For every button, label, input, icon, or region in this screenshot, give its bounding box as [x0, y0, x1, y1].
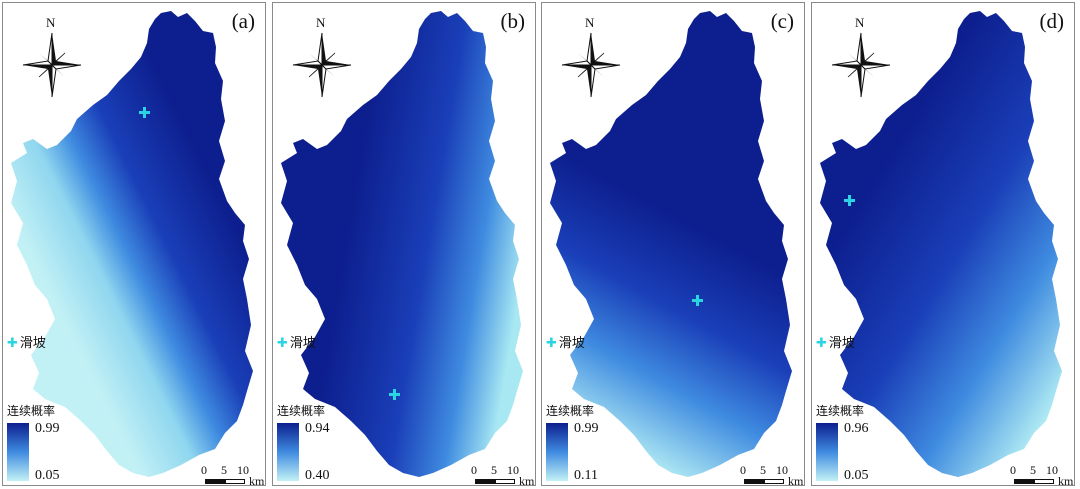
color-ramp	[816, 423, 838, 481]
scale-tick-0: 0	[1010, 463, 1016, 477]
north-arrow-icon: N	[21, 15, 83, 101]
landslide-legend: ✚ 滑坡	[546, 332, 585, 351]
north-label: N	[46, 15, 56, 30]
scale-tick-5: 5	[491, 463, 497, 477]
probability-map	[11, 11, 253, 477]
landslide-site-marker	[389, 389, 400, 400]
legend-min-value: 0.11	[574, 468, 598, 483]
legend-title: 连续概率	[277, 404, 326, 418]
panel-label: (c)	[770, 9, 794, 33]
color-ramp	[277, 423, 299, 481]
north-label: N	[855, 15, 865, 30]
scale-tick-0: 0	[471, 463, 477, 477]
panel-label: (b)	[500, 9, 526, 33]
north-arrow-icon: N	[291, 15, 353, 101]
scale-tick-10: 10	[1046, 463, 1058, 477]
landslide-site-marker	[844, 195, 855, 206]
scale-tick-10: 10	[507, 463, 519, 477]
legend-min-value: 0.05	[35, 468, 60, 483]
scale-bar: 0 5 10 km	[740, 463, 804, 486]
map-panel-d: (d) N ✚ 滑坡 连续概率 0.96 0.05 0 5 10 km	[811, 2, 1075, 486]
legend-title: 连续概率	[816, 404, 865, 418]
landslide-symbol-icon: ✚	[816, 336, 827, 351]
scale-bar: 0 5 10 km	[471, 463, 535, 486]
landslide-legend-label: 滑坡	[558, 336, 585, 351]
scale-unit: km	[519, 474, 535, 486]
north-label: N	[585, 15, 595, 30]
landslide-symbol-icon: ✚	[277, 336, 288, 351]
legend-title: 连续概率	[7, 404, 56, 418]
landslide-site-marker	[139, 107, 150, 118]
north-arrow-icon: N	[560, 15, 622, 101]
landslide-legend: ✚ 滑坡	[816, 332, 855, 351]
scale-tick-10: 10	[776, 463, 788, 477]
north-label: N	[316, 15, 326, 30]
landslide-legend-label: 滑坡	[828, 336, 855, 351]
scale-tick-10: 10	[237, 463, 249, 477]
scale-unit: km	[788, 474, 804, 486]
scale-bar: 0 5 10 km	[1010, 463, 1074, 486]
map-panel-c: (c) N ✚ 滑坡 连续概率 0.99 0.11 0 5 10 km	[541, 2, 805, 486]
landslide-site-marker	[692, 295, 703, 306]
legend-max-value: 0.96	[844, 421, 869, 436]
landslide-symbol-icon: ✚	[7, 336, 18, 351]
probability-map	[550, 11, 792, 477]
legend-max-value: 0.99	[574, 421, 599, 436]
scale-unit: km	[249, 474, 265, 486]
legend-max-value: 0.94	[305, 421, 330, 436]
map-panel-a: (a) N ✚ 滑坡 连续概率 0.99 0.05 0 5 10 km	[2, 2, 266, 486]
probability-map	[820, 11, 1062, 477]
landslide-legend-label: 滑坡	[289, 336, 316, 351]
landslide-legend: ✚ 滑坡	[277, 332, 316, 351]
legend-min-value: 0.05	[844, 468, 869, 483]
panel-label: (a)	[231, 9, 255, 33]
map-panel-b: (b) N ✚ 滑坡 连续概率 0.94 0.40 0 5 10 km	[272, 2, 536, 486]
probability-map	[281, 11, 523, 477]
scale-unit: km	[1058, 474, 1074, 486]
north-arrow-icon: N	[830, 15, 892, 101]
scale-tick-5: 5	[221, 463, 227, 477]
scale-tick-0: 0	[740, 463, 746, 477]
scale-tick-5: 5	[1030, 463, 1036, 477]
legend-max-value: 0.99	[35, 421, 60, 436]
landslide-symbol-icon: ✚	[546, 336, 557, 351]
scale-bar: 0 5 10 km	[201, 463, 265, 486]
landslide-legend-label: 滑坡	[19, 336, 46, 351]
legend-title: 连续概率	[546, 404, 595, 418]
scale-tick-0: 0	[201, 463, 207, 477]
color-ramp	[546, 423, 568, 481]
legend-min-value: 0.40	[305, 468, 330, 483]
panel-label: (d)	[1039, 9, 1065, 33]
scale-tick-5: 5	[760, 463, 766, 477]
color-ramp	[7, 423, 29, 481]
landslide-legend: ✚ 滑坡	[7, 332, 46, 351]
